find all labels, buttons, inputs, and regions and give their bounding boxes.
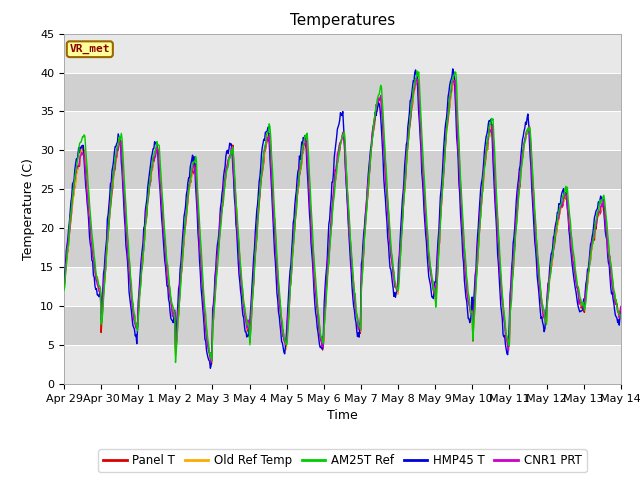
Text: VR_met: VR_met [70, 44, 110, 54]
Y-axis label: Temperature (C): Temperature (C) [22, 158, 35, 260]
Legend: Panel T, Old Ref Temp, AM25T Ref, HMP45 T, CNR1 PRT: Panel T, Old Ref Temp, AM25T Ref, HMP45 … [98, 449, 587, 472]
Bar [64, 150, 621, 189]
Bar [64, 0, 621, 34]
Bar [64, 72, 621, 111]
Bar [64, 306, 621, 345]
X-axis label: Time: Time [327, 409, 358, 422]
Bar [64, 228, 621, 267]
Title: Temperatures: Temperatures [290, 13, 395, 28]
